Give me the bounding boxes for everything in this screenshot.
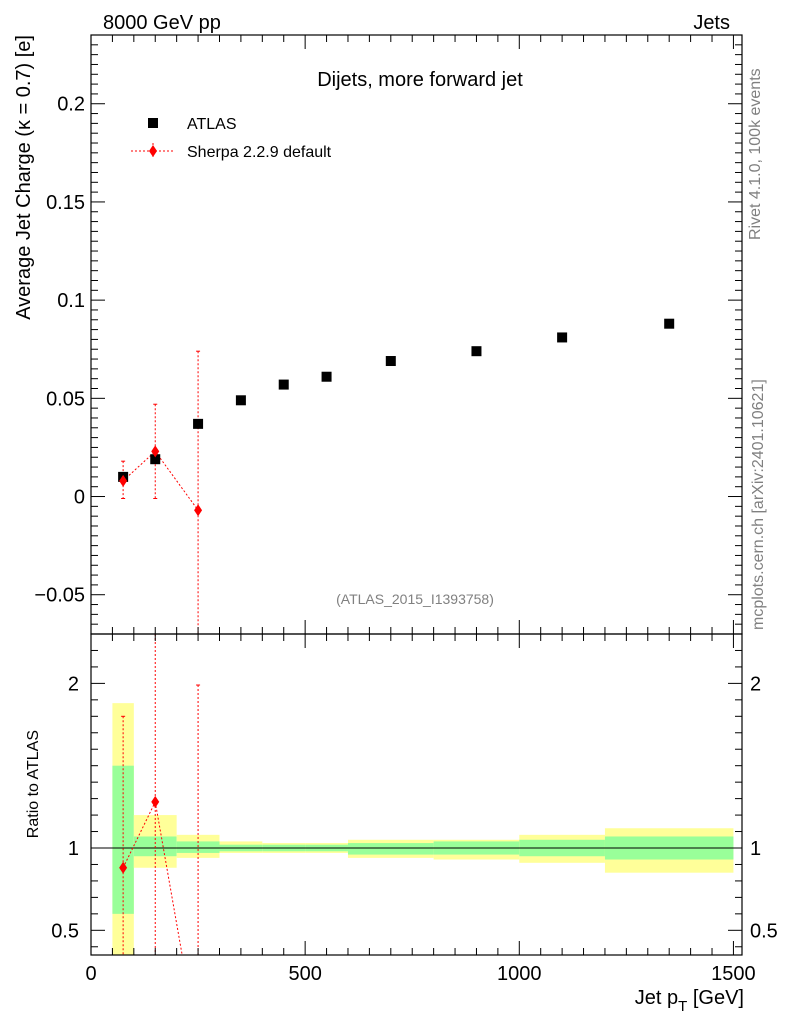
ratio-tick-label-right-1: 1	[750, 838, 761, 860]
x-axis-label: Jet pT [GeV]	[635, 987, 744, 1015]
sherpa-point-2	[194, 504, 203, 517]
rivet-version-label: Rivet 4.1.0, 100k events	[747, 68, 764, 240]
y-tick-label-1: 0	[74, 487, 85, 509]
uncertainty-bands	[112, 703, 734, 955]
band-inner-6	[347, 843, 434, 855]
y-tick-label-4: 0.15	[46, 192, 85, 214]
data-markers	[118, 318, 675, 874]
sherpa-ratio-line-0	[122, 801, 156, 868]
sherpa-point-1	[151, 445, 160, 458]
sherpa-ratio-point-0	[119, 861, 128, 874]
sherpa-lines	[121, 350, 201, 956]
legend-atlas-label: ATLAS	[187, 116, 237, 133]
atlas-point-3	[235, 395, 246, 406]
ratio-y-axis-label: Ratio to ATLAS	[25, 730, 42, 838]
y-tick-label-2: 0.05	[46, 388, 85, 410]
band-inner-0	[112, 765, 134, 914]
atlas-point-9	[664, 318, 675, 329]
x-tick-label-0: 0	[85, 963, 96, 985]
header-category: Jets	[693, 12, 730, 34]
y-axis-label: Average Jet Charge (κ = 0.7) [e]	[13, 35, 35, 320]
ratio-tick-label-right-2: 2	[750, 673, 761, 695]
analysis-tag: (ATLAS_2015_I1393758)	[336, 591, 494, 607]
axis-tick-labels: 0 500 1000 1500 −0.05 0 0.05 0.1 0.15 0.2 0.5 0.5 1 1…	[34, 94, 777, 985]
sherpa-point-0	[119, 474, 128, 487]
x-axis-label-main: Jet p	[635, 987, 678, 1009]
sherpa-ratio-line-1	[154, 801, 183, 956]
y-tick-label-3: 0.1	[57, 290, 85, 312]
axis-ticks	[90, 34, 742, 955]
sherpa-main-line	[122, 450, 199, 511]
band-inner-2	[176, 841, 220, 853]
source-label: mcplots.cern.ch [arXiv:2401.10621]	[750, 379, 767, 630]
legend-sherpa-marker	[149, 145, 157, 157]
atlas-point-2	[193, 418, 204, 429]
ratio-tick-label-left-0: 0.5	[51, 920, 79, 942]
chart-title: Dijets, more forward jet	[317, 69, 523, 91]
atlas-point-4	[278, 379, 289, 390]
x-axis-label-sub: T	[678, 998, 687, 1015]
atlas-point-1	[150, 454, 161, 465]
x-tick-label-2: 1000	[497, 963, 542, 985]
ratio-plot-frame	[90, 633, 743, 956]
y-tick-label-0: −0.05	[34, 585, 85, 607]
ratio-tick-label-left-2: 2	[68, 673, 79, 695]
x-axis-label-unit: [GeV]	[687, 987, 744, 1009]
legend: ATLAS Sherpa 2.2.9 default	[131, 116, 332, 161]
legend-sherpa-label: Sherpa 2.2.9 default	[187, 144, 332, 161]
ratio-tick-label-left-1: 1	[68, 838, 79, 860]
x-tick-label-1: 500	[288, 963, 321, 985]
atlas-point-5	[321, 371, 332, 382]
atlas-point-8	[557, 332, 568, 343]
ratio-tick-label-right-0: 0.5	[750, 920, 778, 942]
y-tick-label-5: 0.2	[57, 94, 85, 116]
atlas-point-6	[385, 356, 396, 367]
x-tick-label-3: 1500	[711, 963, 756, 985]
legend-atlas-marker	[148, 118, 158, 128]
header-energy: 8000 GeV pp	[103, 12, 221, 34]
atlas-point-7	[471, 346, 482, 357]
sherpa-ratio-point-1	[151, 795, 160, 808]
